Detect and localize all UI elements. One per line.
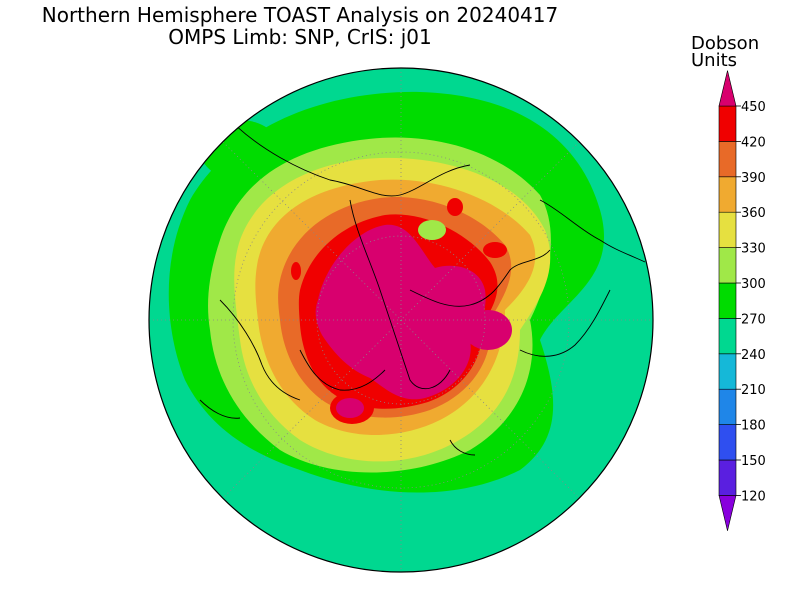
colorbar-segment: [718, 176, 737, 213]
colorbar-unit-line1: Dobson: [691, 33, 760, 54]
colorbar-tick-label: 180: [741, 419, 766, 434]
colorbar-tick-label: 270: [741, 312, 766, 327]
colorbar-tick-label: 210: [741, 383, 766, 398]
colorbar-segment: [718, 424, 737, 461]
colorbar-tick-label: 420: [741, 135, 766, 150]
colorbar-segment: [718, 388, 737, 425]
colorbar-segment: [718, 318, 737, 355]
map-border: [148, 67, 654, 573]
colorbar-tick-label: 450: [741, 100, 766, 115]
map-subtitle: OMPS Limb: SNP, CrIS: j01: [168, 25, 432, 49]
colorbar-segment: [718, 459, 737, 496]
colorbar-segment: [718, 70, 737, 107]
colorbar-tick-label: 390: [741, 171, 766, 186]
graticule: [149, 68, 653, 572]
colorbar-segment: [718, 495, 737, 531]
colorbar-tick-label: 150: [741, 454, 766, 469]
colorbar-unit-line2: Units: [691, 50, 738, 71]
map-title: Northern Hemisphere TOAST Analysis on 20…: [41, 3, 559, 27]
colorbar-tick-label: 300: [741, 277, 766, 292]
colorbar-tick-label: 330: [741, 242, 766, 257]
colorbar-tick-label: 360: [741, 206, 766, 221]
colorbar-segment: [718, 353, 737, 390]
colorbar-segment: [718, 141, 737, 178]
colorbar-tick-label: 120: [741, 489, 766, 504]
coastlines: [199, 119, 646, 456]
colorbar-segment: [718, 247, 737, 284]
colorbar-segment: [718, 211, 737, 248]
colorbar-segment: [718, 105, 737, 142]
colorbar-segment: [718, 282, 737, 319]
colorbar-tick-label: 240: [741, 348, 766, 363]
